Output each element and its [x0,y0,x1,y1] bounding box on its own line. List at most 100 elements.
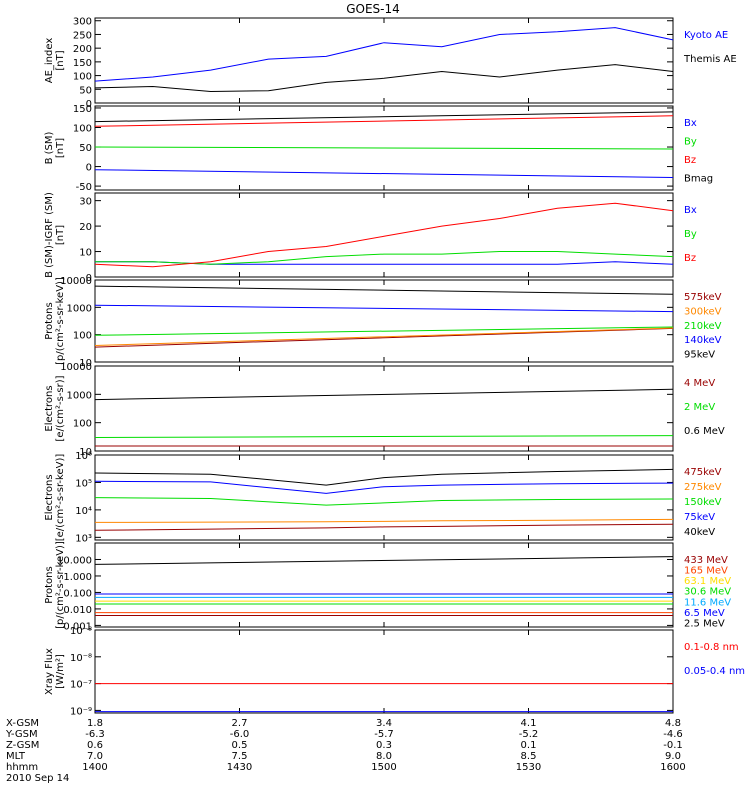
legend-entry: 2.5 MeV [684,618,725,629]
legend-entry: 4 MeV [684,378,715,389]
date-label: 2010 Sep 14 [6,773,69,784]
orbit-row-value: -4.6 [663,729,683,740]
y-axis-label: [e/(cm²-s-sr-keV)] [55,454,66,542]
y-tick-label: 10⁻⁹ [70,706,92,717]
series-150kev [94,497,674,506]
orbit-row-value: 4.1 [521,718,537,729]
orbit-row-value: 9.0 [665,751,681,762]
y-tick-label: 0.100 [63,588,92,599]
legend-entry: 40keV [684,527,715,538]
legend-entry: Bx [684,205,697,216]
orbit-row-value: -6.3 [85,729,105,740]
panel-4: 10 100 1000 10000 Protons [p/(cm²-s-sr-keV)] 5… [44,276,722,369]
orbit-row-label: hhmm [6,762,38,773]
y-axis-label: Electrons [44,474,55,520]
y-tick-label: 10⁶ [75,451,92,462]
series-0-6-mev [94,388,674,401]
legend-entry: Bx [684,118,697,129]
orbit-row-value: 1530 [516,762,541,773]
series-2-mev [94,435,674,438]
y-tick-label: 1000 [67,303,92,314]
legend-entry: Bz [684,155,696,166]
legend-entry: 300keV [684,306,722,317]
y-tick-label: 150 [73,58,92,69]
legend-entry: 95keV [684,350,715,361]
y-tick-label: 50 [79,143,92,154]
legend-entry: Bz [684,253,696,264]
y-tick-label: 10 [79,358,92,369]
orbit-row-value: -5.2 [519,729,539,740]
y-axis-label: [p/(cm²-s-sr-keV)] [55,541,66,629]
y-tick-label: 0.010 [63,605,92,616]
panel-frame [94,279,674,363]
orbit-row-value: 1400 [82,762,107,773]
legend-entry: Themis AE [683,54,737,65]
series-bz [94,202,674,268]
y-axis-label: [nT] [55,138,66,158]
y-tick-label: 0 [86,273,92,284]
legend-entry: By [684,137,697,148]
y-tick-label: 10³ [75,533,92,544]
series-themis-ae [94,64,674,93]
y-tick-label: 100 [73,72,92,83]
figure-title: GOES-14 [346,2,400,16]
orbit-footer: X-GSM 1.8 2.7 3.4 4.1 4.8 Y-GSM -6.3 -6.0 -5.7 -5.… [5,718,686,784]
y-axis-label: [e/(cm²-s-sr)] [55,375,66,441]
legend-entry: 150keV [684,497,722,508]
orbit-row-value: 4.8 [665,718,681,729]
y-tick-label: 50 [79,85,92,96]
panel-1: 0 50 100 150 200 250 300 AE_index [nT] Kyoto AE Th… [44,17,737,110]
orbit-row-value: 2.7 [232,718,248,729]
legend-entry: 75keV [684,512,715,523]
orbit-row-value: 0.5 [232,740,248,751]
series-475kev [94,523,674,531]
y-axis-label: [nT] [55,50,66,70]
legend-entry: 0.1-0.8 nm [684,642,739,653]
orbit-row-value: -5.7 [374,729,394,740]
orbit-row-label: X-GSM [6,718,39,729]
series-140kev [94,304,674,313]
y-tick-label: 0 [86,99,92,110]
y-tick-label: 10⁵ [75,478,92,489]
y-tick-label: 250 [73,30,92,41]
y-axis-label: Protons [44,302,55,339]
y-tick-label: 10 [79,248,92,259]
series-kyoto-ae [94,27,674,82]
y-tick-label: 10⁻⁷ [70,680,92,691]
y-tick-label: 30 [79,197,92,208]
series-2-5-mev [94,556,674,565]
series-40kev [94,468,674,486]
y-tick-label: 100 [73,419,92,430]
legend-entry: 0.05-0.4 nm [684,666,745,677]
y-axis-label: B (SM) [44,131,55,164]
orbit-row-value: 7.5 [232,751,248,762]
orbit-row-value: 0.1 [521,740,537,751]
legend-entry: 275keV [684,482,722,493]
orbit-row-label: MLT [6,751,26,762]
orbit-row-value: -0.1 [663,740,683,751]
series-by [95,251,674,265]
orbit-row-value: 8.0 [376,751,392,762]
y-tick-label: 100 [73,123,92,134]
y-tick-label: 20 [79,222,92,233]
panel-2: -50 0 50 100 150 B (SM) [nT] Bx By Bz Bmag [44,104,713,193]
legend-entry: 165 MeV [684,566,728,577]
y-tick-label: 1000 [67,390,92,401]
orbit-row-value: 1500 [371,762,396,773]
legend-entry: 140keV [684,335,722,346]
series-by [94,146,674,150]
y-axis-label: [W/m²] [55,654,66,689]
legend-entry: 6.5 MeV [684,608,725,619]
orbit-row-label: Y-GSM [5,729,38,740]
y-tick-label: 10000 [60,276,92,287]
series-275kev [94,518,674,523]
y-tick-label: -50 [76,182,92,193]
panel-5: 10 100 1000 10000 Electrons [e/(cm²-s-sr)] 4 M… [44,362,725,458]
legend-entry: 0.6 MeV [684,426,725,437]
legend-entry: 63.1 MeV [684,576,731,587]
orbit-row-value: -6.0 [230,729,250,740]
y-tick-label: 10 [79,447,92,458]
